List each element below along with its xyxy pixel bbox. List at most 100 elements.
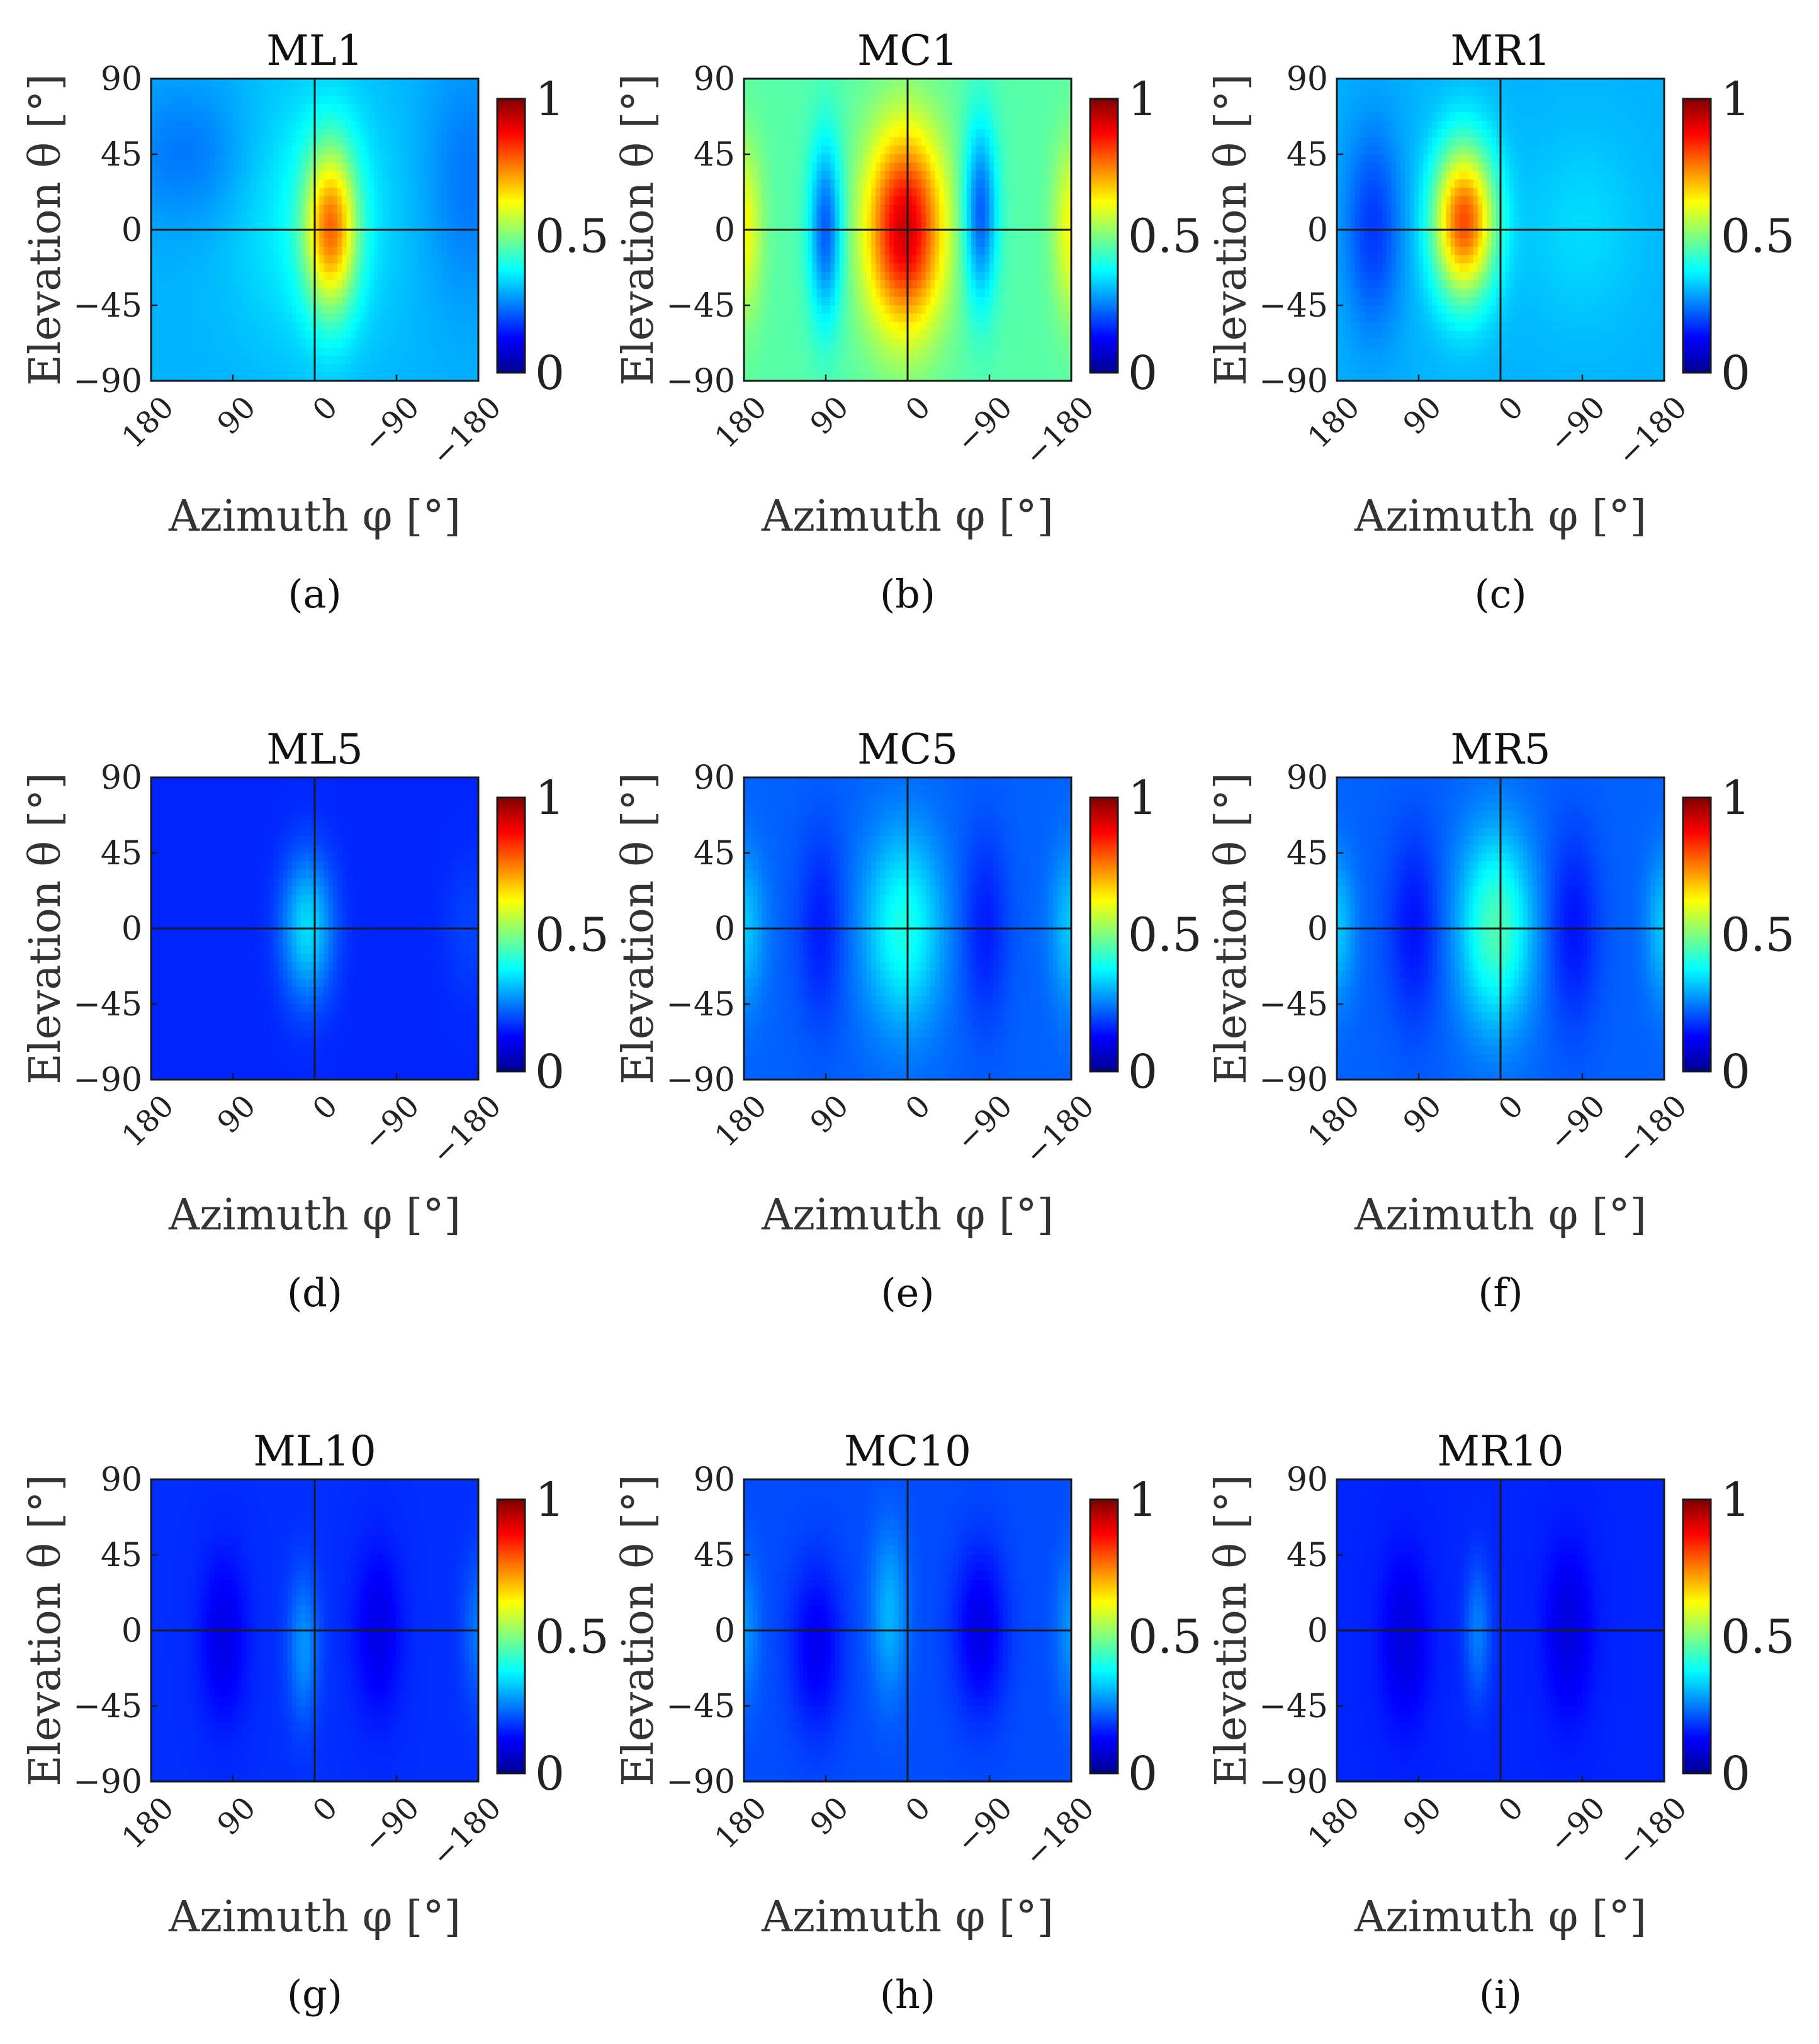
heatmap-cell xyxy=(424,339,429,347)
heatmap-cell xyxy=(392,179,397,188)
heatmap-cell xyxy=(319,322,324,331)
heatmap-cell xyxy=(378,196,383,205)
heatmap-cell xyxy=(374,330,379,339)
heatmap-cell xyxy=(415,154,420,163)
heatmap-cell xyxy=(347,129,352,138)
heatmap-cell xyxy=(383,339,388,347)
heatmap-cell xyxy=(178,146,183,155)
heatmap-cell xyxy=(165,87,170,96)
heatmap-cell xyxy=(433,79,438,88)
heatmap-cell xyxy=(378,288,383,297)
heatmap-cell xyxy=(192,87,197,96)
heatmap-cell xyxy=(206,230,211,239)
heatmap-cell xyxy=(401,112,406,121)
heatmap-cell xyxy=(260,213,265,222)
heatmap-cell xyxy=(256,247,261,256)
heatmap-cell xyxy=(383,196,388,205)
heatmap-cell xyxy=(210,188,215,196)
heatmap-cell xyxy=(429,129,434,138)
heatmap-cell xyxy=(278,179,283,188)
heatmap-cell xyxy=(260,87,265,96)
heatmap-cell xyxy=(247,79,252,88)
heatmap-cell xyxy=(292,87,297,96)
heatmap-cell xyxy=(237,179,242,188)
heatmap-cell xyxy=(260,347,265,356)
heatmap-cell xyxy=(174,79,179,88)
heatmap-cell xyxy=(160,87,165,96)
heatmap-cell xyxy=(265,263,270,272)
heatmap-cell xyxy=(288,154,293,163)
heatmap-cell xyxy=(215,205,220,213)
heatmap-cell xyxy=(155,330,160,339)
heatmap-cell xyxy=(242,313,247,322)
heatmap-cell xyxy=(183,196,188,205)
heatmap-cell xyxy=(206,339,211,347)
heatmap-cell xyxy=(374,137,379,146)
heatmap-cell xyxy=(433,104,438,113)
heatmap-cell xyxy=(192,171,197,180)
heatmap-cell xyxy=(306,104,311,113)
heatmap-cell xyxy=(155,112,160,121)
heatmap-cell xyxy=(378,104,383,113)
heatmap-cell xyxy=(360,230,365,239)
heatmap-cell xyxy=(337,288,342,297)
heatmap-cell xyxy=(383,154,388,163)
heatmap-cell xyxy=(269,347,274,356)
heatmap-cell xyxy=(242,280,247,289)
heatmap-cell xyxy=(288,255,293,264)
panel-1: 90450−45−90180 90 0 −90−180ML1Azimuth φ [°]… xyxy=(21,26,609,617)
heatmap-cell xyxy=(237,297,242,306)
heatmap-cell xyxy=(337,146,342,155)
heatmap-cell xyxy=(410,280,415,289)
heatmap-cell xyxy=(401,154,406,163)
heatmap-cell xyxy=(415,330,420,339)
heatmap-cell xyxy=(196,297,201,306)
heatmap-cell xyxy=(301,347,306,356)
heatmap-cell xyxy=(278,356,283,364)
heatmap-cell xyxy=(224,129,229,138)
heatmap-cell xyxy=(292,364,297,373)
heatmap-cell xyxy=(301,79,306,88)
heatmap-cell xyxy=(378,146,383,155)
heatmap-cell xyxy=(242,87,247,96)
heatmap-cell xyxy=(256,137,261,146)
heatmap-cell xyxy=(424,255,429,264)
heatmap-cell xyxy=(256,280,261,289)
heatmap-cell xyxy=(374,280,379,289)
heatmap-cell xyxy=(388,205,393,213)
heatmap-cell xyxy=(192,305,197,314)
heatmap-cell xyxy=(174,205,179,213)
heatmap-cell xyxy=(219,137,224,146)
heatmap-cell xyxy=(319,356,324,364)
heatmap-cell xyxy=(206,188,211,196)
heatmap-cell xyxy=(237,146,242,155)
heatmap-cell xyxy=(388,339,393,347)
heatmap-cell xyxy=(342,87,347,96)
heatmap-cell xyxy=(419,313,424,322)
heatmap-cell xyxy=(392,339,397,347)
heatmap-cell xyxy=(247,280,252,289)
heatmap-cell xyxy=(337,171,342,180)
heatmap-cell xyxy=(251,263,256,272)
heatmap-cell xyxy=(201,356,206,364)
heatmap-cell xyxy=(429,213,434,222)
heatmap-cell xyxy=(296,272,301,281)
heatmap-cell xyxy=(165,188,170,196)
heatmap-cell xyxy=(392,247,397,256)
heatmap-cell xyxy=(178,322,183,331)
heatmap-cell xyxy=(429,112,434,121)
heatmap-cell xyxy=(278,146,283,155)
heatmap-cell xyxy=(210,322,215,331)
heatmap-cell xyxy=(210,205,215,213)
heatmap-cell xyxy=(296,112,301,121)
heatmap-cell xyxy=(296,87,301,96)
heatmap-cell xyxy=(324,330,329,339)
heatmap-cell xyxy=(215,305,220,314)
heatmap-cell xyxy=(415,79,420,88)
heatmap-cell xyxy=(342,162,347,171)
heatmap-cell xyxy=(329,87,334,96)
heatmap-cell xyxy=(405,272,410,281)
heatmap-cell xyxy=(369,79,374,88)
heatmap-cell xyxy=(155,146,160,155)
heatmap-cell xyxy=(206,154,211,163)
